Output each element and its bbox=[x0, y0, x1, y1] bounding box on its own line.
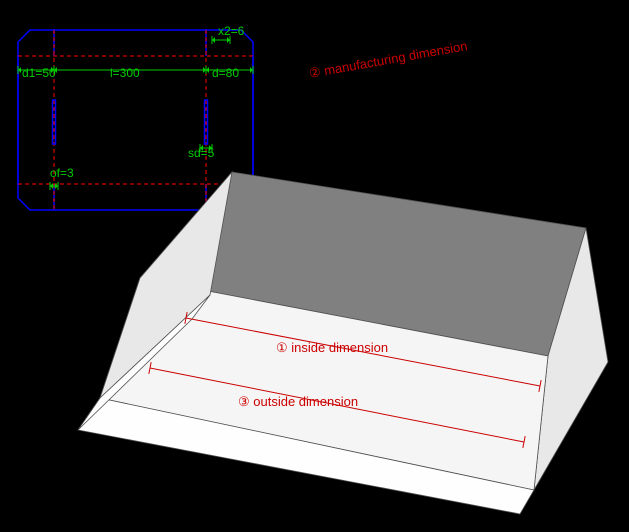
dim-sd-label: sd=5 bbox=[188, 146, 214, 160]
annotation-inside: ① inside dimension bbox=[276, 340, 388, 356]
dim-d1-label: d1=50 bbox=[22, 66, 56, 80]
dim-d-label: d=80 bbox=[212, 66, 239, 80]
dim-of-label: of=3 bbox=[50, 166, 74, 180]
diagram-container: d1=50 l=300 d=80 x2=6 sd=5 of=3 ② manufa… bbox=[0, 0, 629, 532]
dim-x2-label: x2=6 bbox=[218, 24, 244, 38]
dim-l-label: l=300 bbox=[110, 66, 140, 80]
annotation-outside: ③ outside dimension bbox=[238, 394, 358, 410]
